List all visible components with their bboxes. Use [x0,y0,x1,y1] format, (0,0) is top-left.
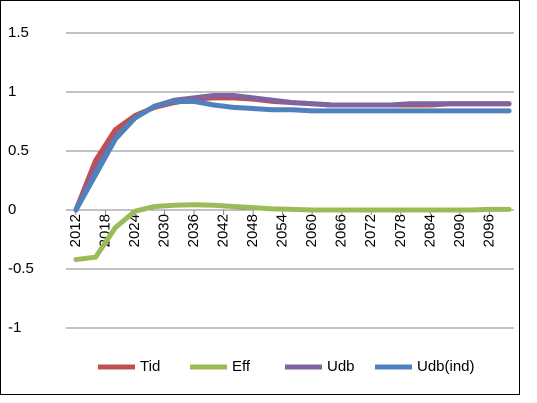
y-tick-label: 1 [8,83,16,100]
x-tick-label: 2024 [126,214,143,247]
x-tick-label: 2054 [274,214,291,247]
x-tick-label: 2042 [215,214,232,247]
x-tick-label: 2048 [244,214,261,247]
legend-label: Eff [232,358,251,375]
legend-label: Udb [327,358,355,375]
y-tick-label: -0.5 [8,260,34,277]
series-line [73,98,512,213]
x-tick-label: 2096 [480,214,497,247]
x-tick-label: 2066 [333,214,350,247]
y-tick-label: -1 [8,319,21,336]
legend-label: Tid [140,358,160,375]
y-tick-label: 1.5 [8,24,29,41]
y-tick-label: 0.5 [8,142,29,159]
x-tick-label: 2030 [155,214,172,247]
x-tick-label: 2084 [421,214,438,247]
x-tick-label: 2090 [451,214,468,247]
x-tick-label: 2012 [67,214,84,247]
x-tick-label: 2078 [392,214,409,247]
x-tick-label: 2072 [362,214,379,247]
x-tick-label: 2060 [303,214,320,247]
chart-frame [0,0,520,395]
y-tick-label: 0 [8,201,16,218]
legend-label: Udb(ind) [417,358,475,375]
x-tick-label: 2036 [185,214,202,247]
series-line [73,202,512,263]
